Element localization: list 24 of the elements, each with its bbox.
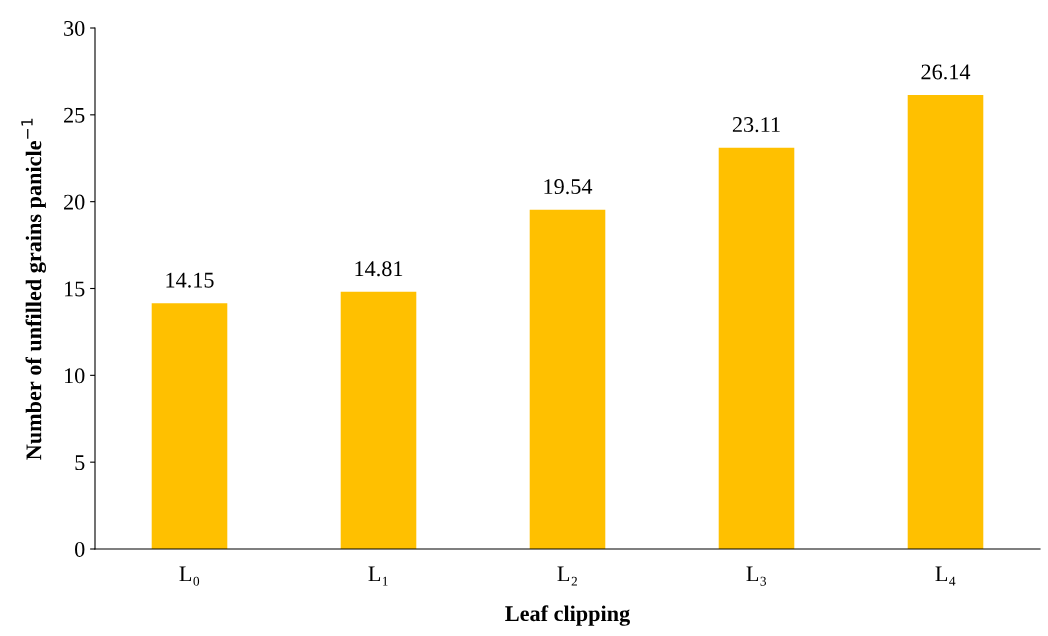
x-tick-label: L₀: [179, 566, 200, 586]
data-label: 23.11: [732, 117, 780, 133]
y-tick-label: 0: [75, 541, 85, 557]
data-label: 14.15: [166, 272, 214, 288]
data-label: 19.54: [544, 179, 593, 195]
x-tick-label: L₁: [368, 566, 388, 586]
x-tick-label: L₃: [746, 566, 767, 586]
bar: [907, 95, 984, 549]
bar: [340, 291, 417, 549]
data-label: 14.81: [355, 261, 403, 277]
x-tick-label: L₂: [557, 566, 577, 586]
y-tick-label: 25: [64, 107, 85, 123]
bar: [151, 303, 228, 549]
bar: [529, 209, 606, 549]
x-tick-label: L₄: [935, 566, 956, 586]
y-axis-title: Number of unfilled grains panicle$^{−1}$: [21, 118, 47, 460]
x-axis-title: Leaf clipping: [505, 605, 630, 626]
y-tick-label: 5: [75, 455, 85, 471]
y-tick-label: 10: [65, 368, 85, 384]
data-label: 26.14: [921, 64, 971, 80]
y-tick-label: 30: [64, 20, 85, 36]
y-tick-label: 15: [65, 281, 85, 297]
bar: [718, 147, 795, 549]
y-tick-label: 20: [64, 194, 85, 210]
